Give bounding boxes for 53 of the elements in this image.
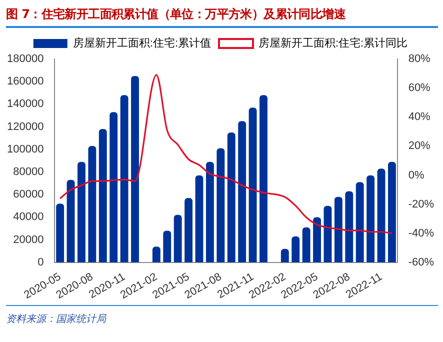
y-tick-label: 160000 — [6, 76, 44, 88]
bar — [152, 246, 160, 262]
bar — [98, 129, 107, 262]
y2-tick-label: -20% — [408, 198, 434, 210]
y2-tick-label: 60% — [408, 82, 431, 94]
y-tick-label: 60000 — [13, 188, 44, 201]
y-tick-label: 120000 — [6, 120, 44, 133]
bar — [78, 162, 86, 262]
legend-label: 房屋新开工面积:住宅:累计值 — [72, 36, 212, 50]
y-tick-label: 180000 — [6, 53, 44, 66]
bar — [280, 248, 289, 262]
bar — [227, 132, 236, 262]
y-tick-label: 140000 — [6, 98, 44, 110]
bar — [120, 95, 128, 262]
y2-tick-label: 40% — [408, 111, 431, 124]
bar — [302, 227, 310, 262]
y2-tick-label: 0% — [408, 169, 424, 182]
y-tick-label: 20000 — [13, 234, 44, 246]
chart-title: 图 7：住宅新开工面积累计值（单位：万平方米）及累计同比增速 — [6, 6, 438, 28]
bar — [238, 121, 246, 262]
y2-tick-label: 20% — [408, 140, 431, 152]
bar — [334, 196, 342, 262]
bar — [292, 236, 300, 262]
bar — [195, 175, 204, 262]
y2-tick-label: -60% — [408, 256, 434, 268]
bar — [324, 206, 332, 262]
bar — [366, 175, 375, 262]
bar — [184, 198, 193, 262]
bar — [345, 191, 354, 262]
bar — [377, 168, 386, 262]
bar — [88, 146, 96, 262]
y-tick-label: 0 — [38, 256, 44, 268]
y-tick-label: 80000 — [13, 166, 44, 178]
bar — [163, 230, 172, 262]
bar — [174, 214, 182, 262]
bar — [356, 182, 364, 262]
bar — [248, 108, 257, 262]
bar — [206, 162, 214, 262]
y-tick-label: 100000 — [6, 143, 44, 156]
legend-label: 房屋新开工面积:住宅:累计同比 — [258, 36, 408, 50]
line-series — [59, 74, 393, 234]
bar — [56, 204, 64, 262]
y2-tick-label: -40% — [408, 227, 434, 240]
text: 资料来源：国家统计局 — [6, 305, 438, 326]
bar — [260, 95, 268, 262]
y2-tick-label: 80% — [408, 53, 431, 66]
bar — [313, 217, 321, 262]
bar — [216, 148, 225, 262]
y-tick-label: 40000 — [13, 211, 44, 224]
bar — [110, 112, 118, 262]
bar — [388, 162, 396, 262]
bar — [131, 76, 139, 262]
bar — [66, 180, 75, 262]
